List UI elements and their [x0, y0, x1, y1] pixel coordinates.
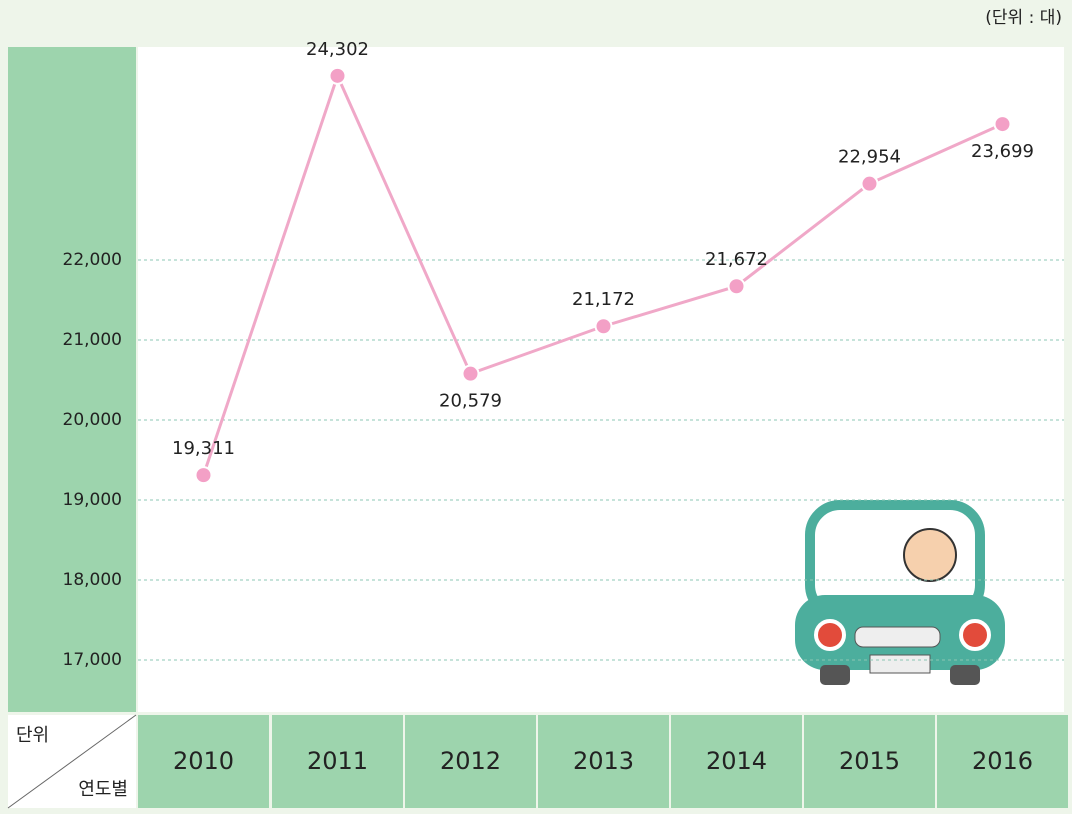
point	[862, 176, 878, 192]
page: {"chart_data":{"type":"line","unit_note"…	[0, 0, 1072, 810]
y-tick-label: 17,000	[63, 650, 122, 670]
value-label: 22,954	[838, 147, 901, 168]
y-tick-label: 20,000	[63, 410, 122, 430]
corner-top: 단위	[16, 725, 49, 746]
x-tick-label: 2014	[706, 747, 767, 775]
value-label: 21,672	[705, 249, 768, 270]
point	[729, 278, 745, 294]
point	[196, 467, 212, 483]
value-label: 20,579	[439, 391, 502, 412]
value-label: 19,311	[172, 438, 235, 459]
point	[463, 366, 479, 382]
y-tick-label: 18,000	[63, 570, 122, 590]
chart: (단위 : 대) 단위 연도별 17,000 18,000 19,000 20,000…	[0, 0, 1072, 810]
axis-panel	[8, 47, 136, 712]
y-tick-label: 21,000	[63, 330, 122, 350]
point	[330, 68, 346, 84]
point	[596, 318, 612, 334]
x-tick-label: 2011	[307, 747, 368, 775]
x-tick-label: 2016	[972, 747, 1033, 775]
value-label: 24,302	[306, 39, 369, 60]
x-tick-label: 2013	[573, 747, 634, 775]
corner-bottom: 연도별	[78, 779, 128, 800]
car	[795, 505, 1005, 685]
value-label: 21,172	[572, 289, 635, 310]
value-label: 23,699	[971, 141, 1034, 162]
x-tick-label: 2012	[440, 747, 501, 775]
point	[995, 116, 1011, 132]
y-tick-label: 22,000	[63, 250, 122, 270]
x-tick-label: 2015	[839, 747, 900, 775]
y-tick-label: 19,000	[63, 490, 122, 510]
x-tick-label: 2010	[173, 747, 234, 775]
unit-note: (단위 : 대)	[985, 8, 1062, 28]
